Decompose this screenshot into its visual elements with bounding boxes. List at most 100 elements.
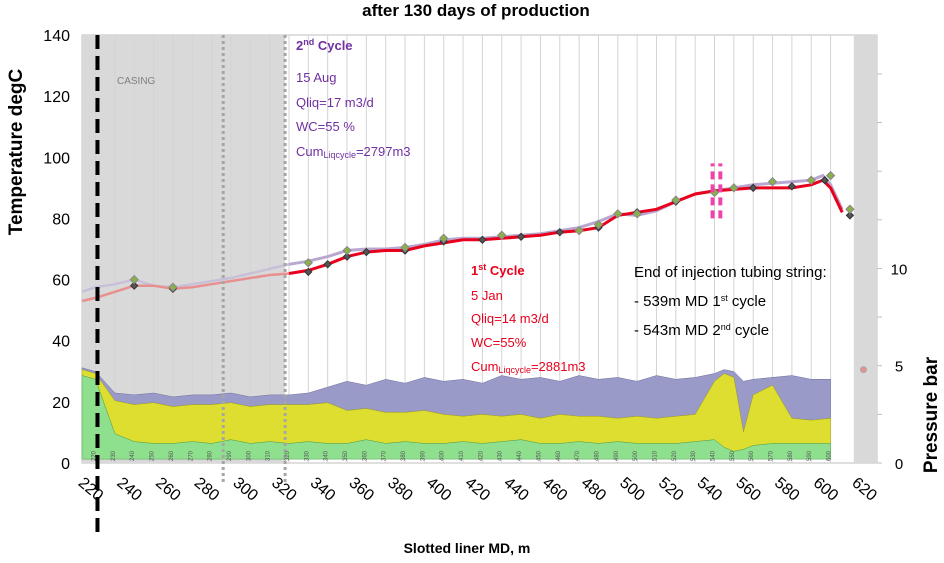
x-tick-label: 540 [694,474,725,504]
x-tick-label: 520 [655,474,686,504]
y-axis-label-right: Pressure bar [921,356,942,473]
y-tick-label-left: 120 [43,89,70,106]
title-number: - 543m MD 2 [634,322,721,339]
inner-x-tick-label: 510 [652,450,658,461]
cycle2-marker [593,219,604,230]
inner-x-tick-label: 460 [556,450,562,461]
cycle1-marker [304,267,313,277]
inner-x-tick-label: 290 [227,450,233,461]
x-tick-label: 580 [771,474,802,504]
inner-x-tick-label: 370 [382,450,388,461]
title-superscript: st [721,293,729,303]
cycle2-marker [845,204,855,214]
x-axis-label: Slotted liner MD, m [404,540,531,556]
cycle2-marker [825,170,836,181]
inner-x-tick-label: 430 [498,450,504,461]
x-tick-label: 380 [384,474,415,504]
cycle2-marker [613,209,623,219]
inner-x-tick-label: 570 [769,450,775,461]
cycle1-marker [362,247,371,257]
cycle1-cum-sub: Liqcycle [498,365,531,375]
x-tick-label: 300 [229,474,260,504]
inner-x-tick-label: 280 [208,450,214,461]
x-tick-label: 220 [75,474,106,504]
cycle1-marker [555,227,564,237]
end-shade-zone [853,35,877,463]
y-tick-label-left: 80 [52,211,70,228]
y-tick-label-left: 60 [52,273,70,290]
tubing-line-2: - 543m MD 2nd cycle [634,322,769,339]
cycle1-cum: CumLiqcycle=2881m3 [471,359,586,375]
title-number: 2 [296,38,303,53]
title-number: - 539m MD 1 [634,293,721,310]
x-tick-label: 480 [578,474,609,504]
series-cycle2-casing-line [81,263,290,293]
x-tick-label: 440 [500,474,531,504]
inner-x-tick-label: 470 [575,450,581,461]
inner-x-tick-label: 230 [111,450,117,461]
inner-x-tick-label: 600 [827,450,833,461]
title-superscript: nd [721,322,731,332]
cycle1-wc: WC=55% [471,335,527,350]
cycle2-marker [671,195,681,205]
cycle2-wc: WC=55 % [296,119,355,134]
x-tick-label: 560 [732,474,763,504]
y-tick-label-left: 100 [43,150,70,167]
x-tick-label: 240 [113,474,144,504]
band-legend-symbol [859,366,867,374]
inner-x-tick-label: 530 [691,450,697,461]
inner-x-tick-label: 560 [749,450,755,461]
cycle2-cum: CumLiqcycle=2797m3 [296,144,411,160]
casing-zone [82,35,286,463]
title-superscript: st [478,262,486,272]
cycle1-marker [323,260,332,269]
inner-x-tick-label: 540 [711,450,717,461]
x-tick-label: 420 [462,474,493,504]
x-tick-label: 600 [810,474,841,504]
text-layer: after 130 days of production Slotted lin… [6,1,942,556]
cycle2-marker [168,282,178,292]
inner-x-tick-label: 350 [343,450,349,461]
inner-x-tick-label: 420 [478,450,484,461]
inner-x-tick-label: 310 [266,450,272,461]
title-rest: Cycle [314,38,352,53]
inner-x-tick-label: 390 [420,450,426,461]
inner-x-tick-label: 450 [536,450,542,461]
inner-x-tick-label: 440 [517,450,523,461]
y-tick-label-left: 0 [61,456,70,473]
cycle1-marker [748,183,758,193]
cycle1-marker [478,235,487,245]
title-number: 1 [471,263,478,278]
inner-x-tick-label: 330 [304,450,310,461]
cycle1-date: 5 Jan [471,288,503,303]
tubing-line-1: - 539m MD 1st cycle [634,293,766,310]
cycle1-title: 1st Cycle [471,262,525,278]
cycle2-cum-value: =2797m3 [356,144,411,159]
chart-title: after 130 days of production [362,1,590,20]
title-rest: cycle [728,293,766,310]
inner-x-tick-label: 550 [730,450,736,461]
inner-x-tick-label: 590 [807,450,813,461]
cycle2-marker [303,258,314,268]
tubing-header: End of injection tubing string: [634,264,827,281]
x-tick-label: 400 [423,474,454,504]
inner-x-tick-label: 410 [459,450,465,461]
marker-layer [129,163,867,374]
cycle1-marker [820,176,829,185]
cycle2-marker [497,230,507,240]
inner-x-tick-label: 270 [188,450,194,461]
inner-x-tick-label: 340 [324,450,330,461]
inner-x-tick-label: 400 [440,450,446,461]
inner-x-tick-label: 260 [169,450,175,461]
cycle2-cum-prefix: Cum [296,144,323,159]
inner-x-tick-label: 500 [633,450,639,461]
inner-x-tick-label: 380 [401,450,407,461]
y-tick-label-right: 0 [895,456,903,473]
inner-x-tick-label: 250 [150,450,156,461]
cycle1-qliq: Qliq=14 m3/d [471,311,549,326]
y-tick-label-left: 20 [52,395,70,412]
x-tick-label: 460 [539,474,570,504]
cycle2-marker [806,175,816,185]
inner-x-tick-label: 520 [672,450,678,461]
